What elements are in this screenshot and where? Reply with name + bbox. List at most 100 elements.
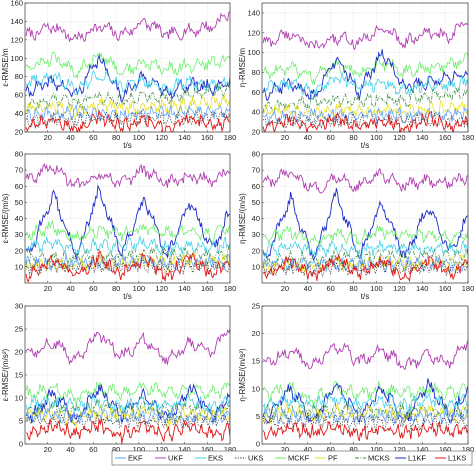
x-tick-label: 180 (462, 133, 474, 142)
y-tick-label: 30 (15, 230, 23, 239)
series-line-l1kf (25, 383, 230, 425)
y-tick-label: 10 (252, 384, 260, 393)
series-line-ekf (262, 106, 468, 124)
x-tick-label: 100 (133, 133, 146, 142)
axes-frame (261, 305, 469, 445)
x-tick-label: 120 (155, 133, 168, 142)
series-line-l1ks (25, 418, 230, 444)
x-tick-label: 100 (370, 284, 383, 293)
x-tick-label: 140 (178, 284, 191, 293)
y-tick-label: 50 (15, 198, 23, 207)
x-tick-label: 140 (416, 284, 429, 293)
x-tick-label: 160 (201, 133, 214, 142)
y-tick-label: 50 (252, 198, 260, 207)
y-tick-label: 80 (15, 72, 23, 81)
legend-label: EKF (128, 454, 143, 463)
legend: EKF UKF EKS UKS MCKF PF MCKS L1KF L1KS (111, 450, 473, 466)
x-axis-label: t/s (123, 141, 131, 150)
panel-pos-eps: 20 40 60 80 100 120 140 160 180 20 40 60 80 100 120 140… (1, 0, 236, 150)
y-tick-label: 40 (252, 108, 260, 117)
series-line-mckf (262, 224, 468, 248)
series-line-l1kf (262, 49, 468, 101)
x-tick-label: 80 (112, 445, 120, 454)
y-tick-label: 30 (15, 302, 23, 311)
x-tick-label: 40 (304, 284, 312, 293)
legend-item-eks: EKS (195, 454, 223, 463)
x-tick-label: 180 (462, 284, 474, 293)
x-tick-label: 60 (326, 133, 334, 142)
x-tick-label: 180 (224, 284, 237, 293)
x-tick-label: 20 (44, 445, 52, 454)
series-line-uks (25, 412, 230, 431)
legend-label: L1KF (408, 454, 426, 463)
y-tick-label: 60 (252, 182, 260, 191)
x-tick-label: 100 (133, 445, 146, 454)
legend-label: MCKS (368, 454, 390, 463)
series-line-ekf (262, 254, 468, 273)
legend-item-ukf: UKF (155, 454, 183, 463)
x-tick-label: 140 (178, 133, 191, 142)
x-tick-label: 60 (89, 133, 97, 142)
x-tick-label: 180 (462, 445, 474, 454)
legend-item-mckf: MCKF (275, 454, 310, 463)
x-tick-label: 80 (349, 445, 357, 454)
legend-item-pf: PF (315, 454, 338, 463)
axes-frame (24, 153, 231, 284)
series-line-l1ks (262, 254, 468, 283)
y-tick-label: 40 (15, 109, 23, 118)
x-tick-label: 40 (304, 445, 312, 454)
y-tick-label: 140 (247, 8, 260, 17)
series-line-mckf (25, 51, 230, 80)
y-tick-label: 60 (15, 182, 23, 191)
x-tick-label: 140 (416, 133, 429, 142)
y-tick-label: 10 (15, 394, 23, 403)
axes-frame (261, 2, 469, 133)
series-line-pf (25, 94, 230, 121)
x-tick-label: 20 (281, 284, 289, 293)
x-tick-label: 100 (133, 284, 146, 293)
y-tick-label: 60 (15, 91, 23, 100)
y-tick-label: 30 (252, 230, 260, 239)
y-axis-label: ε-RMSE/(m/s) (1, 193, 10, 243)
y-tick-label: 80 (252, 150, 260, 159)
y-tick-label: 20 (252, 246, 260, 255)
y-tick-label: 120 (247, 28, 260, 37)
y-axis-label: ε-RMSE/m (1, 48, 10, 87)
panel-vel-eta: 20 40 60 80 100 120 140 160 180 10 20 30 40 50 60 70 80 t… (238, 150, 474, 302)
series-line-eks (25, 69, 230, 96)
y-axis-label: η-RMSE/(m/s²) (238, 348, 247, 402)
series-line-eks (25, 394, 230, 413)
series-line-mckf (25, 381, 230, 407)
series-line-ekf (25, 407, 230, 425)
series-line-ukf (262, 339, 468, 371)
x-tick-label: 20 (44, 284, 52, 293)
y-tick-label: 40 (252, 214, 260, 223)
x-axis-label: t/s (361, 141, 369, 150)
x-tick-label: 20 (281, 133, 289, 142)
x-tick-label: 80 (349, 133, 357, 142)
panel-acc-eps: 20406080100120140160180051015202530t/sε-… (1, 302, 236, 463)
series-line-l1kf (25, 53, 230, 105)
y-tick-label: 20 (15, 128, 23, 137)
series-line-eks (262, 392, 468, 415)
legend-label: MCKF (288, 454, 310, 463)
x-tick-label: 160 (439, 445, 452, 454)
y-tick-label: 25 (15, 325, 23, 334)
series-line-uks (26, 257, 230, 276)
legend-label: UKF (168, 454, 183, 463)
series-line-pf (262, 402, 468, 425)
x-tick-label: 180 (224, 133, 237, 142)
series-line-l1ks (262, 110, 468, 132)
series-line-mckf (262, 380, 468, 408)
series-line-ekf (25, 252, 230, 273)
x-tick-label: 60 (89, 445, 97, 454)
series-line-l1ks (262, 419, 468, 442)
y-tick-label: 70 (15, 166, 23, 175)
series-line-ekf (25, 104, 230, 123)
x-tick-label: 100 (370, 445, 383, 454)
axes-frame (261, 153, 469, 284)
y-tick-label: 15 (15, 371, 23, 380)
x-tick-label: 120 (155, 284, 168, 293)
series-line-ukf (25, 11, 230, 43)
